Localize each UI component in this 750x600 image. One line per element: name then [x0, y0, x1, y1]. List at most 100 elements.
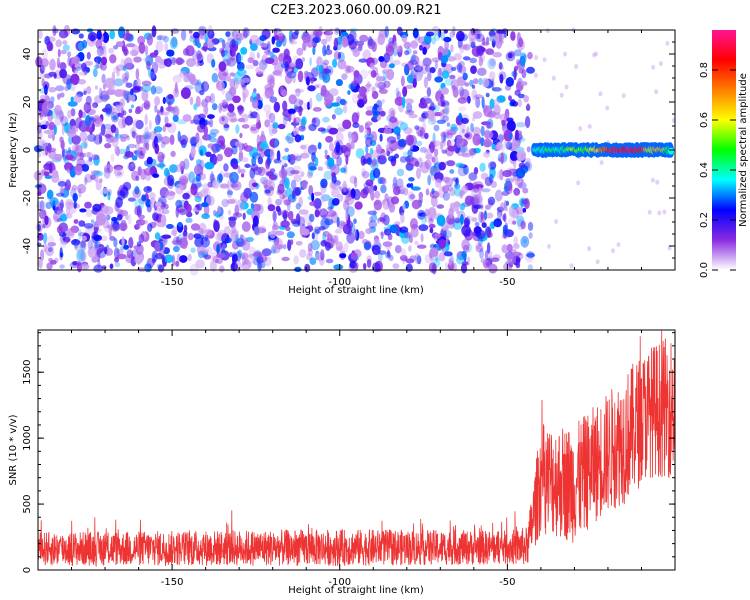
noise-cell — [122, 76, 129, 84]
noise-cell — [216, 153, 223, 162]
noise-cell — [83, 90, 87, 95]
noise-cell — [406, 74, 414, 84]
noise-cell — [155, 114, 161, 126]
noise-cell — [188, 171, 196, 184]
noise-cell — [458, 112, 463, 123]
noise-cell — [141, 102, 150, 109]
noise-cell — [300, 144, 307, 150]
noise-cell — [489, 98, 495, 110]
noise-cell — [452, 86, 459, 98]
noise-cell — [384, 25, 389, 38]
noise-cell — [377, 33, 386, 46]
noise-cell — [327, 206, 334, 211]
noise-cell — [498, 62, 503, 70]
noise-cell — [400, 75, 405, 87]
noise-cell — [308, 185, 314, 196]
noise-cell — [194, 196, 202, 203]
noise-cell — [526, 252, 536, 258]
noise-cell — [487, 161, 497, 171]
noise-cell — [337, 59, 347, 70]
noise-cell — [79, 131, 88, 142]
noise-cell — [516, 252, 524, 260]
noise-cell — [449, 74, 456, 80]
noise-cell — [41, 105, 49, 118]
noise-cell — [365, 228, 373, 235]
noise-cell — [190, 223, 201, 231]
noise-cell — [319, 208, 328, 218]
noise-cell — [450, 44, 454, 53]
noise-cell — [235, 33, 245, 41]
noise-cell — [247, 57, 254, 64]
noise-cell — [241, 124, 250, 129]
noise-cell — [385, 147, 394, 154]
noise-cell — [520, 81, 528, 86]
noise-cell — [431, 36, 436, 45]
noise-cell — [121, 72, 129, 82]
noise-cell — [83, 125, 92, 132]
noise-cell — [436, 215, 446, 227]
noise-cell — [293, 117, 297, 129]
noise-cell — [404, 231, 412, 239]
noise-cell — [289, 29, 293, 42]
noise-cell — [353, 70, 360, 78]
noise-cell — [651, 64, 656, 70]
noise-cell — [72, 193, 78, 202]
noise-cell — [190, 183, 198, 196]
noise-cell — [127, 197, 136, 202]
noise-cell — [195, 60, 201, 67]
noise-cell — [232, 95, 241, 104]
noise-cell — [124, 71, 130, 81]
noise-cell — [429, 227, 434, 234]
noise-cell — [186, 203, 192, 213]
noise-cell — [219, 265, 225, 273]
noise-cell — [378, 251, 383, 263]
noise-cell — [505, 77, 514, 87]
noise-cell — [166, 191, 176, 197]
noise-cell — [455, 64, 462, 69]
noise-cell — [508, 95, 512, 101]
noise-cell — [73, 219, 79, 224]
noise-cell — [446, 129, 457, 136]
noise-cell — [426, 87, 432, 97]
noise-cell — [211, 59, 216, 68]
noise-cell — [327, 157, 335, 168]
noise-cell — [141, 89, 149, 102]
noise-cell — [551, 75, 556, 81]
noise-cell — [62, 231, 66, 242]
noise-cell — [179, 160, 186, 171]
snr-x-axis-label: Height of straight line (km) — [288, 585, 424, 596]
noise-cell — [76, 249, 85, 262]
noise-cell — [404, 50, 410, 56]
noise-cell — [124, 151, 134, 158]
noise-cell — [335, 131, 344, 143]
noise-cell — [144, 45, 149, 56]
noise-cell — [502, 170, 512, 178]
noise-cell — [186, 211, 193, 218]
noise-cell — [131, 44, 139, 56]
noise-cell — [105, 248, 114, 256]
noise-cell — [442, 185, 450, 193]
noise-cell — [377, 82, 387, 90]
noise-cell — [299, 249, 307, 258]
noise-cell — [113, 66, 119, 74]
noise-cell — [368, 220, 378, 229]
noise-cell — [204, 80, 209, 92]
noise-cell — [277, 123, 286, 130]
noise-cell — [154, 129, 158, 136]
noise-cell — [281, 155, 291, 161]
noise-cell — [92, 203, 102, 212]
noise-cell — [320, 194, 331, 202]
noise-cell — [154, 241, 161, 252]
noise-cell — [96, 246, 103, 252]
noise-cell — [237, 117, 246, 123]
noise-cell — [84, 151, 94, 158]
noise-cell — [116, 214, 123, 221]
noise-cell — [309, 57, 313, 66]
noise-cell — [57, 181, 67, 187]
noise-cell — [441, 87, 449, 95]
noise-cell — [459, 43, 465, 54]
noise-cell — [231, 224, 237, 234]
noise-cell — [517, 98, 522, 108]
noise-cell — [56, 218, 63, 223]
noise-cell — [109, 54, 117, 64]
